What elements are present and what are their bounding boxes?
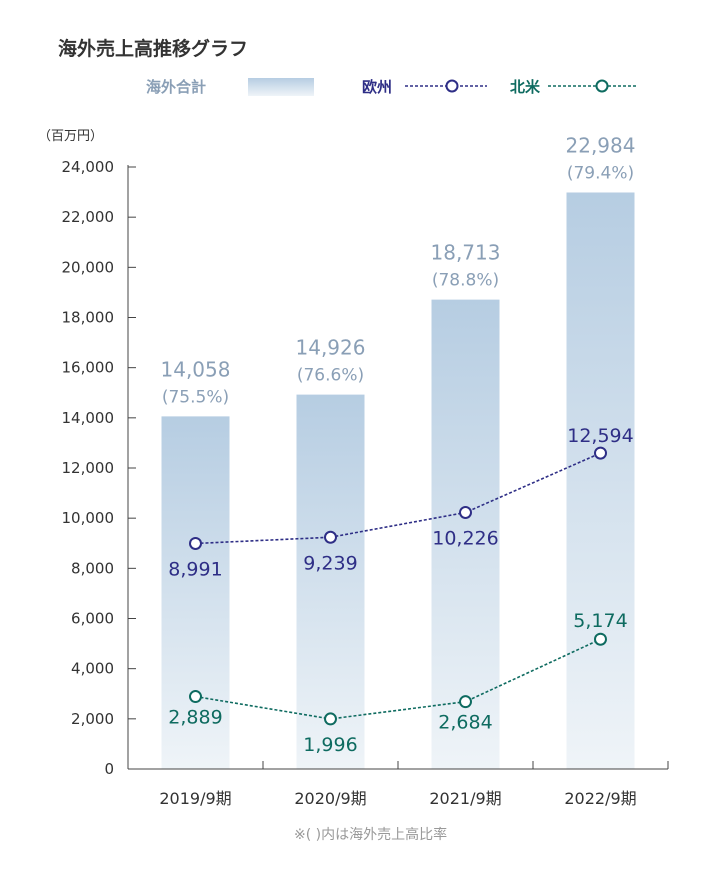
north-america-marker bbox=[189, 690, 202, 704]
y-tick-label: 20,000 bbox=[62, 258, 115, 276]
y-tick-label: 22,000 bbox=[62, 208, 115, 226]
footnote: ※( )内は海外売上高比率 bbox=[294, 826, 447, 843]
legend-total-swatch bbox=[248, 78, 314, 96]
north-america-value-label: 5,174 bbox=[573, 610, 627, 632]
bar-value-label: 14,058 bbox=[161, 357, 231, 381]
y-tick-label: 14,000 bbox=[62, 409, 115, 427]
y-tick-label: 16,000 bbox=[62, 359, 115, 377]
bar-ratio-label: (78.8%) bbox=[432, 271, 499, 291]
europe-marker bbox=[594, 446, 607, 460]
europe-value-label: 8,991 bbox=[168, 558, 222, 580]
legend: 海外合計 欧州 北米 bbox=[146, 78, 636, 96]
bar-value-label: 14,926 bbox=[296, 336, 366, 360]
x-tick-label: 2019/9期 bbox=[159, 789, 231, 808]
y-tick-label: 4,000 bbox=[71, 660, 114, 678]
europe-marker bbox=[324, 530, 337, 544]
europe-marker bbox=[189, 536, 202, 550]
y-tick-label: 6,000 bbox=[71, 610, 114, 628]
y-tick-label: 8,000 bbox=[71, 559, 114, 577]
bar-overseas-total bbox=[431, 299, 500, 769]
europe-marker bbox=[459, 505, 472, 519]
bar-overseas-total bbox=[296, 394, 365, 769]
bar-ratio-label: (76.6%) bbox=[297, 366, 364, 386]
bar-ratio-label: (79.4%) bbox=[567, 163, 634, 183]
legend-north-america-marker bbox=[595, 79, 609, 93]
north-america-value-label: 2,889 bbox=[168, 707, 222, 729]
x-tick-label: 2021/9期 bbox=[429, 789, 501, 808]
y-tick-label: 0 bbox=[104, 760, 114, 778]
europe-line bbox=[195, 452, 601, 545]
x-tick-label: 2020/9期 bbox=[294, 789, 366, 808]
legend-europe-label: 欧州 bbox=[362, 78, 392, 96]
north-america-value-label: 2,684 bbox=[438, 712, 492, 734]
bar-ratio-label: (75.5%) bbox=[162, 387, 229, 407]
y-tick-label: 10,000 bbox=[62, 509, 115, 527]
legend-total-label: 海外合計 bbox=[146, 78, 206, 96]
y-tick-label: 18,000 bbox=[62, 309, 115, 327]
europe-value-label: 10,226 bbox=[432, 527, 498, 549]
chart-title: 海外売上高推移グラフ bbox=[58, 37, 248, 60]
y-tick-label: 12,000 bbox=[62, 459, 115, 477]
legend-north-america-label: 北米 bbox=[510, 78, 541, 96]
north-america-value-label: 1,996 bbox=[303, 734, 357, 756]
y-axis-unit-label: （百万円） bbox=[38, 129, 103, 144]
north-america-line bbox=[195, 638, 601, 720]
legend-europe-marker bbox=[445, 79, 459, 93]
y-tick-label: 24,000 bbox=[62, 158, 115, 176]
x-tick-label: 2022/9期 bbox=[564, 789, 636, 808]
europe-value-label: 9,239 bbox=[303, 552, 357, 574]
y-tick-label: 2,000 bbox=[71, 710, 114, 728]
north-america-marker bbox=[459, 695, 472, 709]
north-america-marker bbox=[324, 712, 337, 726]
bar-overseas-total bbox=[161, 416, 230, 769]
north-america-marker bbox=[594, 632, 607, 646]
bar-value-label: 18,713 bbox=[431, 241, 501, 265]
bar-overseas-total bbox=[566, 192, 635, 769]
bar-value-label: 22,984 bbox=[566, 133, 636, 157]
europe-value-label: 12,594 bbox=[567, 425, 633, 447]
plot-area: 0 2,000 4,000 6,000 8,000 10,000 12,000 14,000 1… bbox=[62, 133, 669, 808]
